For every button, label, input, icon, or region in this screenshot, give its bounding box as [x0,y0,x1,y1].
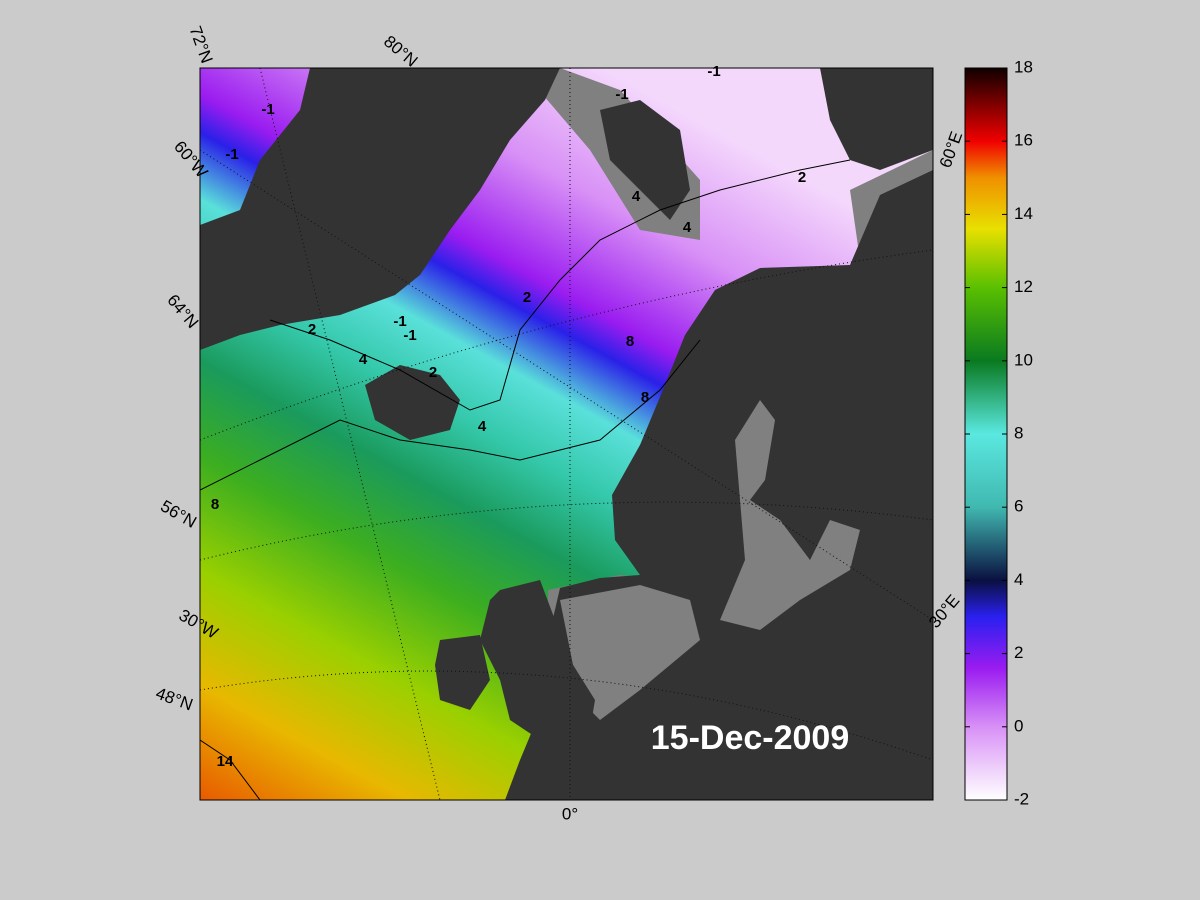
contour-label: 8 [626,333,634,350]
colorbar-tick-label: 10 [1014,350,1033,369]
contour-label: 4 [683,219,692,236]
contour-label: -1 [403,327,416,344]
contour-label: 2 [523,289,531,306]
map-frame [199,67,934,801]
contour-label: 2 [308,321,316,338]
contour-label: 4 [632,188,641,205]
colorbar-tick-label: 0 [1014,716,1023,735]
colorbar-tick-label: 4 [1014,570,1023,589]
colorbar-tick-label: 2 [1014,643,1023,662]
colorbar-tick-label: 14 [1014,204,1033,223]
contour-label: -1 [261,101,274,118]
colorbar-tick-label: -2 [1014,789,1029,808]
contour-label: -1 [615,86,628,103]
contour-label: -1 [707,63,720,80]
contour-label: 2 [798,169,806,186]
colorbar-tick-label: 8 [1014,423,1023,442]
contour-label: 14 [217,753,234,770]
contour-label: 2 [429,364,437,381]
map [200,68,933,800]
graticule-label: 0° [562,804,578,823]
colorbar-tick-label: 18 [1014,57,1033,76]
graticule-label: 64°N [163,291,202,332]
graticule-label: 60°E [936,129,967,170]
contour-label: -1 [225,146,238,163]
date-label: 15-Dec-2009 [651,719,849,757]
colorbar [964,67,1008,801]
contour-label: 8 [641,389,649,406]
graticule-label: 80°N [380,32,421,71]
graticule-label: 72°N [186,24,217,66]
contour-label: 4 [359,351,368,368]
contour-label: 4 [478,418,487,435]
colorbar-tick-label: 16 [1014,131,1033,150]
colorbar-tick-label: 6 [1014,497,1023,516]
graticule-label: 48°N [153,684,195,715]
contour-label: 8 [211,496,219,513]
contour-label: -1 [393,313,406,330]
graticule-label: 56°N [157,496,199,531]
colorbar-tick-label: 12 [1014,277,1033,296]
